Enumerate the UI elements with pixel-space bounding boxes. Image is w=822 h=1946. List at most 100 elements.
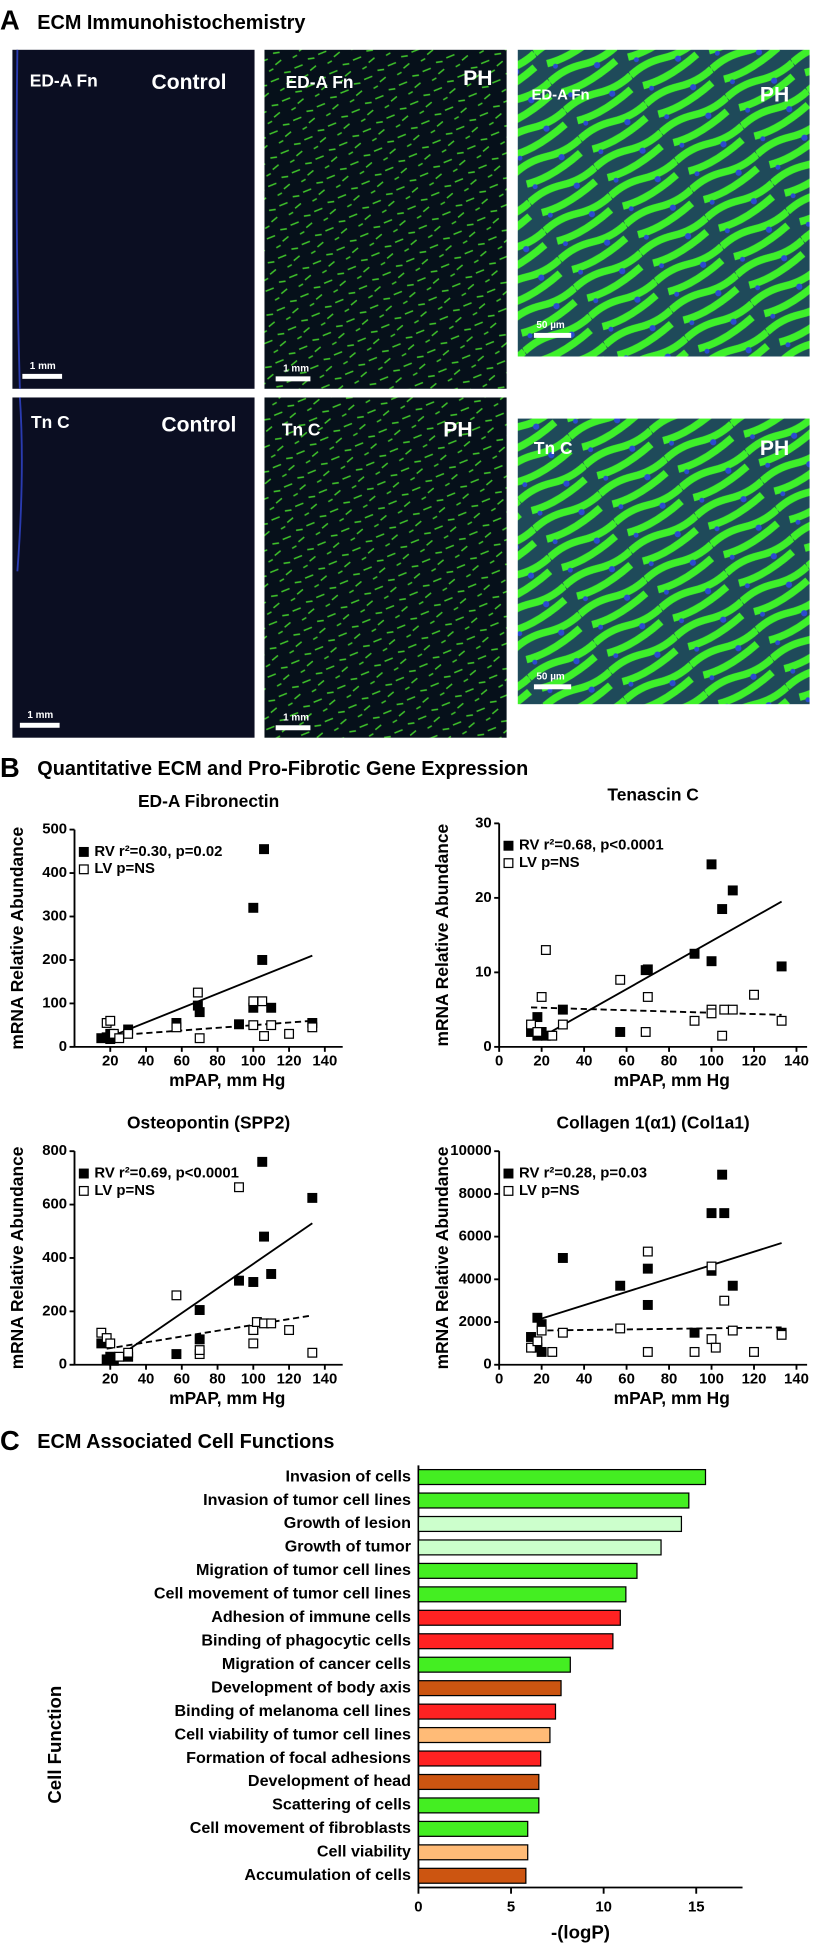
point [727, 885, 738, 896]
scale-bar [275, 376, 311, 382]
legend-label: LV p=NS [519, 855, 580, 871]
panel-letter: A [0, 5, 20, 36]
category-label: Cell viability [317, 1843, 411, 1861]
bar [417, 1750, 542, 1767]
micrograph: ED-A Fn PH 1 mm [264, 49, 507, 389]
point [257, 954, 268, 965]
scale-label: 1 mm [283, 712, 309, 723]
panel-title: ECM Immunohistochemistry [37, 12, 305, 34]
point [257, 1156, 268, 1167]
y-tick-label: 100 [42, 995, 67, 1011]
legend-marker [503, 840, 514, 851]
point [557, 1327, 568, 1338]
image [12, 49, 255, 389]
x-tick-label: 60 [173, 1054, 190, 1070]
point [689, 1327, 700, 1338]
bar [417, 1680, 562, 1697]
x-tick-label: 60 [173, 1372, 190, 1388]
scale-bar [533, 332, 572, 338]
x-tick-label: 40 [576, 1054, 593, 1070]
legend-marker [503, 1168, 514, 1179]
point [536, 991, 547, 1002]
bar [417, 1844, 529, 1861]
point [776, 1015, 787, 1026]
point [248, 1277, 259, 1287]
point [259, 1231, 270, 1242]
point [640, 1027, 651, 1037]
y-tick-label: 4000 [459, 1271, 492, 1287]
point [540, 945, 551, 955]
point [557, 1004, 568, 1015]
point [259, 844, 270, 855]
point [194, 1334, 205, 1345]
x-tick-label: 80 [661, 1372, 678, 1388]
x-tick-label: 60 [618, 1054, 635, 1070]
scale-label: 1 mm [283, 364, 309, 375]
bar [417, 1820, 529, 1837]
bar [417, 1633, 614, 1650]
scale-label: 1 mm [27, 710, 53, 721]
y-tick-label: 300 [42, 908, 67, 924]
x-tick-label: 100 [241, 1372, 266, 1388]
fit-line [537, 1326, 782, 1332]
point [114, 1351, 125, 1362]
point [547, 1030, 558, 1041]
x-tick-label: 80 [209, 1372, 226, 1388]
y-tick-label: 2000 [459, 1314, 492, 1330]
y-tick-label: 800 [42, 1143, 67, 1159]
fit-line [106, 1019, 313, 1037]
x-tick-label: 0 [495, 1054, 503, 1070]
stain-label: ED-A Fn [531, 88, 589, 104]
point [642, 964, 653, 975]
point [307, 1022, 318, 1033]
x-axis-label: mPAP, mm Hg [614, 1388, 730, 1408]
bar [417, 1703, 557, 1720]
legend-label: LV p=NS [519, 1183, 580, 1199]
condition-label: Control [161, 414, 236, 437]
scale-label: 1 mm [30, 361, 56, 372]
condition-label: PH [443, 419, 472, 442]
category-label: Growth of lesion [284, 1514, 411, 1532]
bar [417, 1468, 707, 1486]
y-tick-label: 500 [42, 822, 67, 838]
y-tick-label: 600 [42, 1197, 67, 1213]
point [706, 1261, 717, 1272]
y-axis-label: mRNA Relative Abundance [7, 827, 27, 1050]
point [615, 974, 626, 985]
point [749, 989, 759, 1000]
x-tick-label: 140 [312, 1372, 337, 1388]
x-tick-label: 40 [138, 1372, 155, 1388]
point [248, 996, 259, 1007]
x-tick-label: 120 [277, 1054, 302, 1070]
y-tick-label: 0 [59, 1039, 67, 1055]
image [517, 418, 810, 705]
x-tick-label: 80 [209, 1054, 226, 1070]
point [234, 1019, 244, 1030]
panel-letter: B [0, 752, 20, 783]
y-tick-label: 10000 [450, 1143, 491, 1159]
scale-bar [22, 373, 63, 379]
stain-label: Tn C [31, 412, 70, 432]
point [706, 956, 717, 967]
legend-marker [78, 1168, 89, 1179]
fit-line [536, 900, 783, 1041]
point [719, 1295, 730, 1306]
point [526, 1342, 536, 1353]
point [710, 1342, 721, 1353]
bar [417, 1492, 690, 1509]
x-tick-label: 120 [277, 1372, 302, 1388]
category-label: Scattering of cells [272, 1796, 411, 1814]
point [248, 1325, 259, 1336]
legend-marker [78, 864, 89, 875]
x-tick-label: 15 [688, 1899, 705, 1915]
x-tick-label: 80 [661, 1054, 678, 1070]
bar [417, 1562, 638, 1579]
y-tick-label: 200 [42, 952, 67, 968]
micrograph: Tn C PH 50 µm [517, 418, 810, 705]
category-label: Cell movement of tumor cell lines [154, 1585, 411, 1603]
x-axis-label: -(logP) [551, 1921, 610, 1942]
legend-marker [503, 1185, 514, 1196]
point [248, 1020, 259, 1031]
category-label: Binding of melanoma cell lines [174, 1702, 411, 1720]
